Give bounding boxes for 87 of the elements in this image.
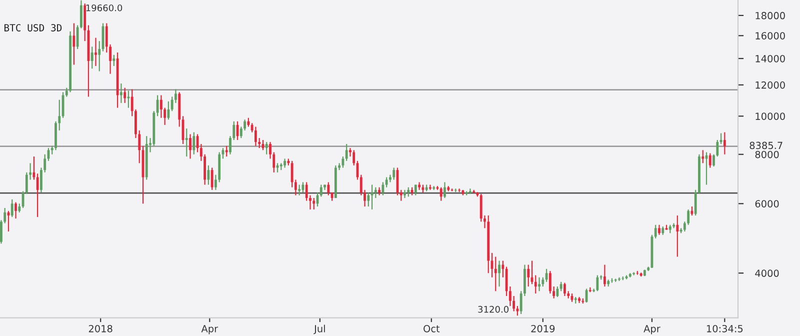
candlestick [164, 107, 166, 126]
candlestick [352, 150, 356, 166]
annotation: 19660.0 [86, 4, 122, 12]
y-tick-label: 16000 [756, 32, 785, 40]
candlestick [120, 82, 122, 104]
candlestick [327, 182, 330, 196]
y-tick-label: 6000 [755, 200, 779, 208]
candlestick [342, 156, 344, 168]
candlestick [400, 189, 402, 202]
y-tick-label: 12000 [756, 81, 785, 89]
candlestick [210, 167, 214, 190]
candlestick [254, 126, 257, 147]
candlestick [618, 276, 620, 282]
candlestick [658, 224, 660, 236]
candlestick [542, 276, 544, 287]
candlestick [494, 256, 497, 292]
x-tick-label: 10:34:5 [707, 324, 743, 332]
candlestick [676, 214, 679, 258]
candlestick [527, 264, 530, 287]
candlestick [564, 282, 566, 297]
candlestick [560, 281, 562, 292]
candlestick [189, 134, 192, 160]
candlestick [345, 143, 348, 162]
candlestick [160, 94, 162, 118]
y-tick-label: 10000 [756, 112, 785, 120]
candlestick [192, 132, 196, 155]
candlestick [367, 192, 370, 208]
candlestick [687, 208, 690, 226]
candlestick [407, 186, 410, 198]
candlestick [440, 186, 442, 202]
candlestick [167, 100, 170, 120]
candlestick [382, 182, 384, 196]
y-tick-label: 14000 [756, 54, 785, 62]
candlestick [225, 145, 228, 158]
candlestick [444, 182, 446, 199]
candlestick [320, 184, 322, 198]
candlestick [32, 156, 36, 180]
candlestick [392, 167, 396, 180]
candlestick [90, 46, 94, 70]
x-tick-label: Apr [201, 325, 218, 334]
candlestick [374, 186, 377, 199]
candlestick [36, 173, 39, 218]
x-tick-label: Apr [644, 325, 660, 334]
candlestick [502, 260, 504, 278]
candlestick [207, 164, 210, 186]
candlestick [556, 286, 559, 298]
x-tick-label: Oct [424, 324, 440, 332]
candlestick [265, 141, 268, 155]
annotation: 3120.0 [478, 306, 509, 313]
candlestick [708, 152, 712, 168]
candlestick [124, 87, 126, 104]
candlestick [654, 224, 657, 239]
candlestick [632, 272, 635, 276]
y-tick-label: 4000 [755, 270, 779, 277]
candlestick [312, 197, 316, 210]
candlestick [94, 37, 97, 67]
candlestick [458, 188, 460, 193]
text: BTC USD 3D [4, 24, 62, 32]
ref-line-label: 8385.7 [750, 142, 782, 150]
candlestick [534, 274, 537, 294]
x-tick-label: 2018 [88, 324, 112, 332]
candlestick [112, 54, 116, 67]
candlestick [127, 90, 130, 108]
candlestick [302, 182, 304, 194]
candlestick [512, 295, 516, 312]
x-tick-label: Jul [314, 324, 325, 334]
candlestick [702, 150, 704, 164]
candlestick [378, 186, 381, 196]
candlestick [603, 264, 606, 287]
candlestick [14, 202, 17, 220]
candlestick [370, 184, 374, 210]
candlestick [498, 260, 500, 287]
candlestick [538, 276, 540, 292]
candlestick [72, 22, 76, 66]
candlestick [284, 158, 286, 168]
candlestick [10, 198, 14, 218]
candlestick [596, 274, 599, 292]
candlestick [385, 176, 388, 188]
candlestick [548, 270, 552, 294]
candlestick [414, 184, 417, 196]
candlestick [723, 132, 726, 155]
candlestick [683, 221, 686, 232]
candlestick [185, 128, 188, 158]
x-tick-label: 2019 [531, 324, 555, 332]
y-tick-label: 8000 [755, 150, 779, 158]
y-tick-label: 18000 [756, 12, 785, 20]
candlestick [98, 40, 101, 72]
